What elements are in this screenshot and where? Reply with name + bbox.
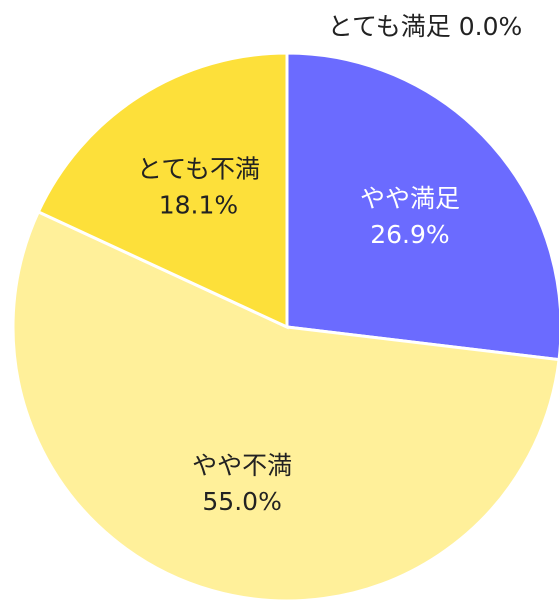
category-label: とても満足 — [328, 12, 451, 41]
category-label: とても不満 — [137, 154, 260, 183]
pie-slice — [285, 51, 559, 362]
value-label: 26.9% — [370, 220, 449, 249]
value-label: 0.0% — [459, 12, 523, 41]
category-label: やや満足 — [360, 184, 460, 213]
category-label: やや不満 — [192, 451, 292, 480]
value-label: 18.1% — [159, 190, 238, 219]
slice-label: とても満足 0.0% — [328, 12, 523, 41]
value-label: 55.0% — [202, 487, 281, 516]
pie-slice — [11, 209, 559, 603]
pie-slice — [36, 51, 289, 330]
